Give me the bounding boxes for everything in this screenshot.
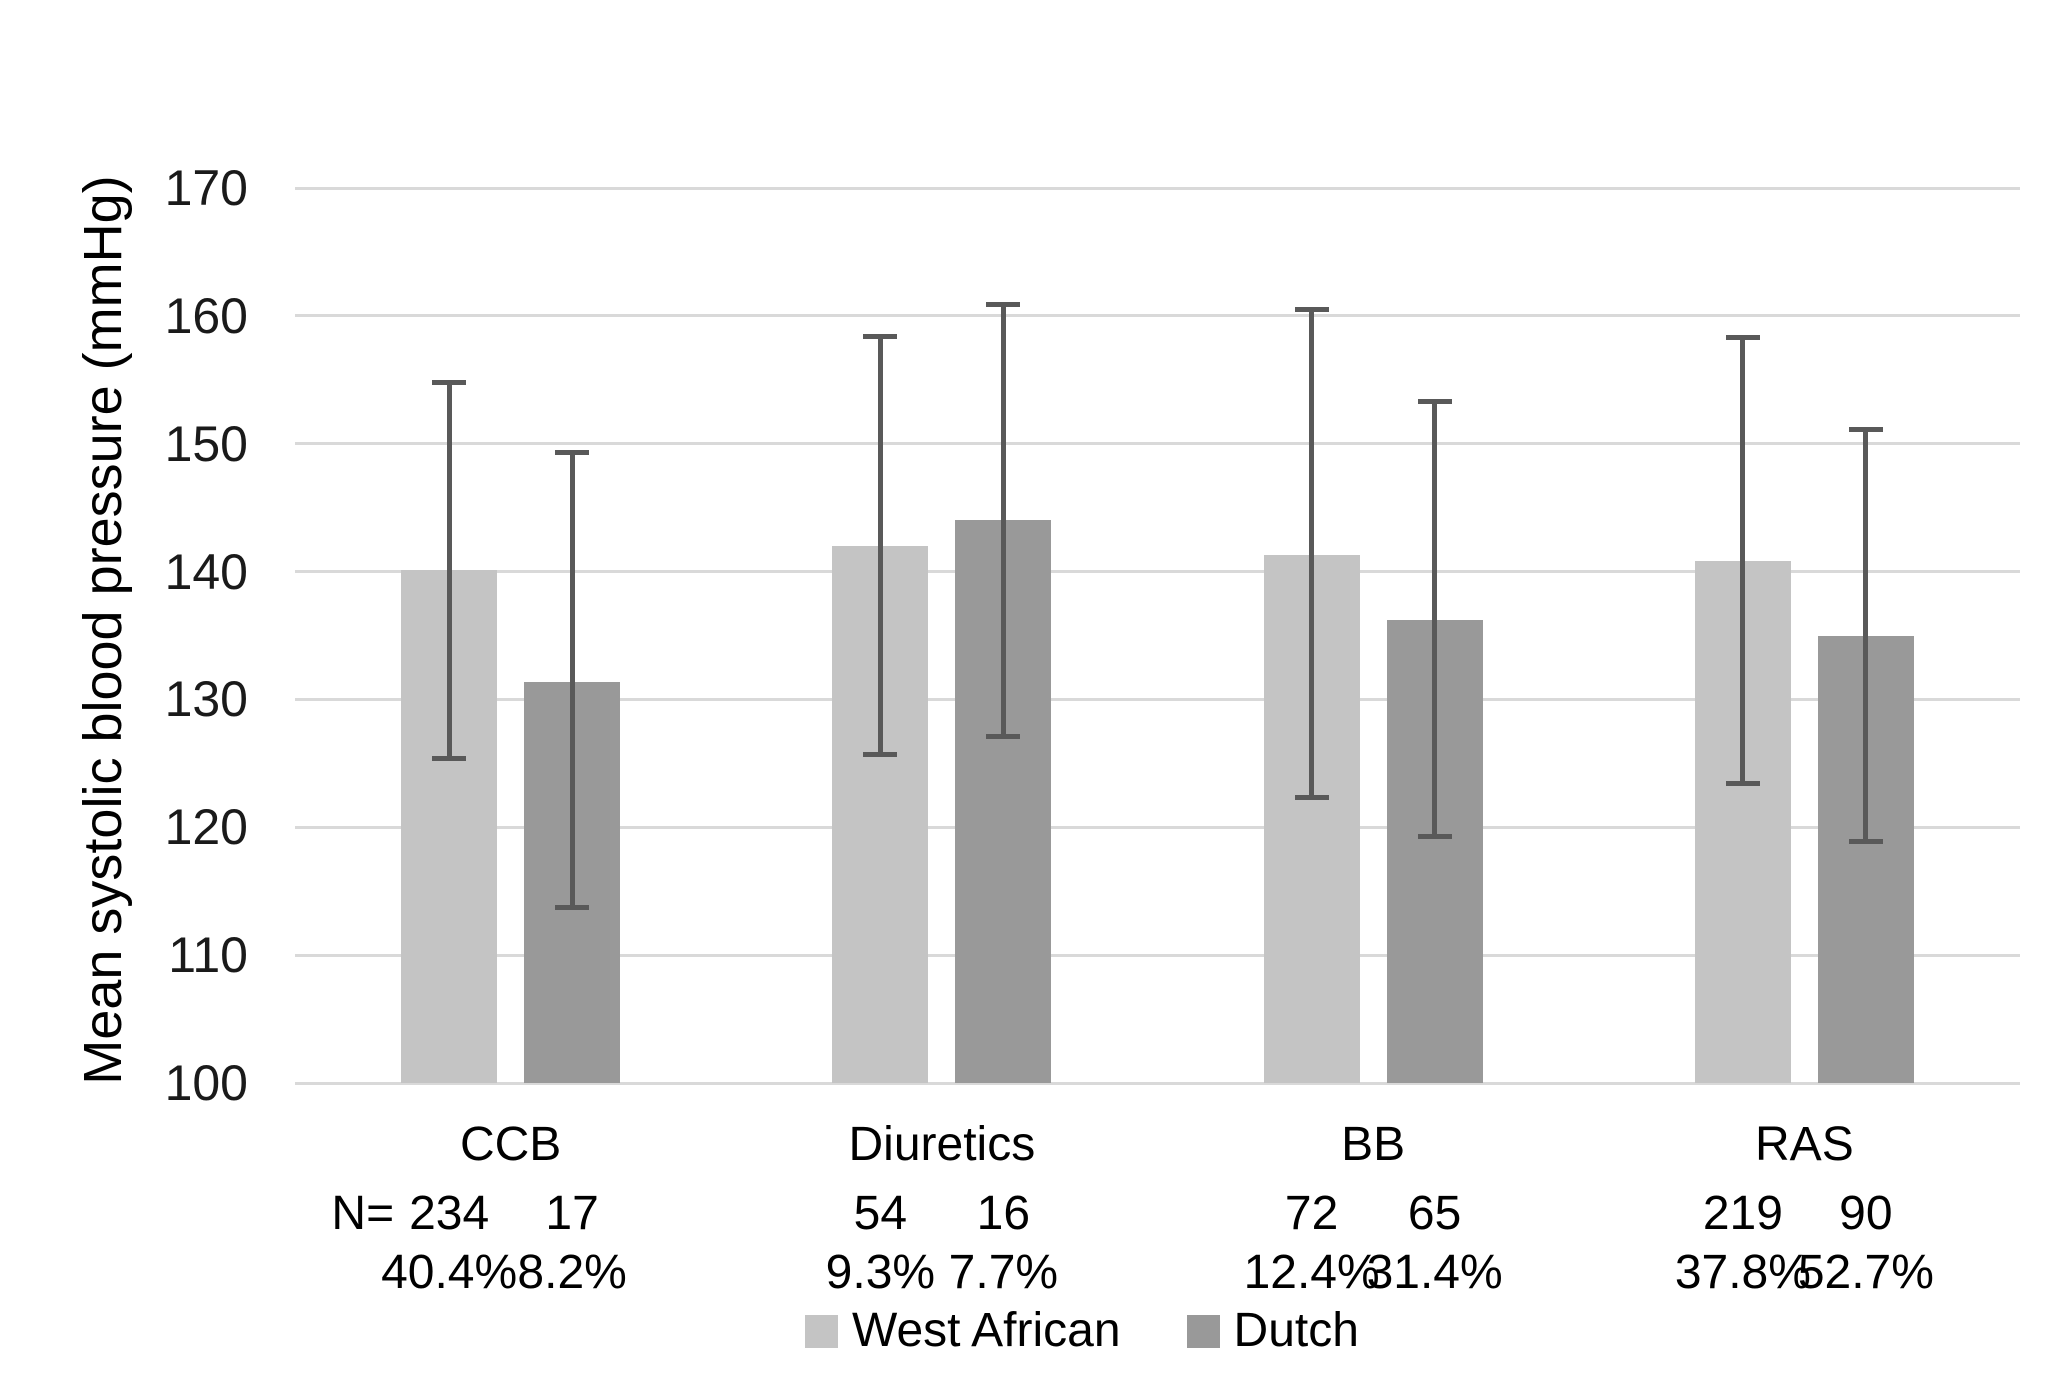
error-bar-line-west-african-diuretics [877, 336, 883, 755]
y-tick-label: 110 [168, 927, 248, 984]
legend-entry-west-african: West African [805, 1302, 1121, 1360]
gridline [295, 825, 2020, 829]
error-bar-cap-top-west-african-ras [1725, 335, 1760, 341]
error-bar-cap-top-dutch-ccb [555, 450, 590, 456]
error-bar-cap-top-west-african-bb [1294, 306, 1329, 312]
gridline [295, 186, 2020, 190]
pct-value-dutch-bb: 31.4% [1366, 1246, 1503, 1299]
gridline [295, 442, 2020, 446]
error-bar-line-dutch-ras [1863, 429, 1869, 842]
y-tick-label: 120 [164, 799, 248, 856]
n-prefix-label: N= [331, 1187, 395, 1240]
legend-entry-dutch: Dutch [1186, 1302, 1359, 1360]
error-bar-line-west-african-ras [1740, 337, 1746, 784]
n-value-dutch-bb: 65 [1407, 1187, 1462, 1240]
error-bar-cap-bottom-west-african-ccb [432, 755, 467, 761]
legend-label-west-african: West African [852, 1304, 1121, 1357]
error-bar-cap-bottom-dutch-bb [1417, 833, 1452, 839]
error-bar-cap-top-dutch-ras [1848, 427, 1883, 433]
gridline [295, 314, 2020, 318]
legend-swatch-west-african [805, 1314, 838, 1348]
error-bar-line-dutch-bb [1432, 401, 1438, 837]
error-bar-line-dutch-diuretics [1000, 304, 1006, 737]
error-bar-cap-bottom-west-african-ras [1725, 781, 1760, 787]
error-bar-cap-bottom-west-african-diuretics [863, 751, 898, 757]
pct-value-dutch-diuretics: 7.7% [948, 1246, 1059, 1299]
error-bar-cap-bottom-west-african-bb [1294, 795, 1329, 801]
error-bar-cap-bottom-dutch-ccb [555, 905, 590, 911]
n-value-west-african-ccb: 234 [409, 1187, 490, 1240]
error-bar-line-dutch-ccb [569, 452, 575, 908]
error-bar-line-west-african-bb [1309, 309, 1315, 798]
x-category-label-bb: BB [1341, 1118, 1406, 1171]
pct-value-west-african-bb: 12.4% [1243, 1246, 1380, 1299]
y-tick-label: 100 [164, 1055, 248, 1111]
pct-value-west-african-ras: 37.8% [1674, 1246, 1811, 1299]
pct-value-dutch-ccb: 8.2% [517, 1246, 627, 1299]
error-bar-cap-bottom-dutch-ras [1848, 838, 1883, 844]
x-category-label-ccb: CCB [459, 1118, 562, 1171]
n-value-dutch-ras: 90 [1839, 1187, 1893, 1240]
n-value-west-african-diuretics: 54 [853, 1187, 908, 1240]
error-bar-cap-top-dutch-bb [1417, 399, 1452, 405]
gridline [295, 953, 2020, 957]
gridline [295, 697, 2020, 701]
x-category-label-diuretics: Diuretics [848, 1118, 1036, 1171]
pct-value-west-african-diuretics: 9.3% [825, 1246, 936, 1299]
error-bar-cap-top-west-african-ccb [432, 379, 467, 385]
gridline [295, 1081, 2020, 1085]
error-bar-cap-top-west-african-diuretics [863, 333, 898, 339]
legend-label-dutch: Dutch [1233, 1304, 1359, 1357]
error-bar-cap-bottom-dutch-diuretics [986, 734, 1021, 739]
legend-swatch-dutch [1186, 1314, 1220, 1348]
y-tick-label: 130 [164, 671, 248, 728]
y-tick-label: 140 [164, 543, 248, 600]
n-value-west-african-bb: 72 [1284, 1187, 1339, 1240]
legend: West African Dutch [805, 1302, 1359, 1360]
pct-value-dutch-ras: 52.7% [1797, 1246, 1934, 1299]
gridline [295, 570, 2020, 574]
error-bar-line-west-african-ccb [446, 382, 452, 759]
y-tick-label: 170 [164, 160, 248, 216]
error-bar-cap-top-dutch-diuretics [986, 301, 1021, 307]
pct-value-west-african-ccb: 40.4% [381, 1246, 518, 1299]
x-category-label-ras: RAS [1755, 1118, 1854, 1171]
n-value-dutch-ccb: 17 [545, 1187, 599, 1240]
y-tick-label: 160 [164, 287, 248, 344]
y-tick-label: 150 [164, 415, 248, 472]
n-value-dutch-diuretics: 16 [976, 1187, 1031, 1240]
n-value-west-african-ras: 219 [1702, 1187, 1783, 1240]
